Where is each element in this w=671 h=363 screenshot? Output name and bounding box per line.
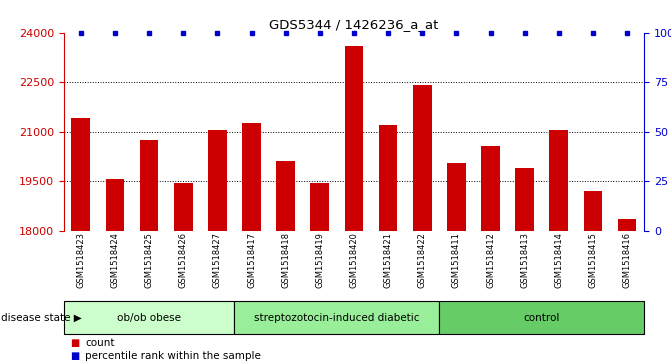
Bar (378, 125, 397, 231)
Bar (208, 130, 227, 231)
Text: percentile rank within the sample: percentile rank within the sample (85, 351, 261, 362)
Bar (515, 168, 534, 231)
Text: control: control (523, 313, 560, 323)
Text: disease state ▶: disease state ▶ (1, 313, 82, 323)
Bar (550, 130, 568, 231)
Bar (413, 85, 431, 231)
Text: ■: ■ (70, 338, 80, 348)
Text: ob/ob obese: ob/ob obese (117, 313, 181, 323)
Text: count: count (85, 338, 115, 348)
Bar (140, 140, 158, 231)
Bar (447, 163, 466, 231)
Bar (440, 301, 644, 334)
Bar (481, 146, 500, 231)
Bar (105, 179, 124, 231)
Bar (276, 161, 295, 231)
Bar (64, 301, 234, 334)
Bar (71, 118, 90, 231)
Title: GDS5344 / 1426236_a_at: GDS5344 / 1426236_a_at (269, 19, 439, 32)
Bar (345, 46, 363, 231)
Bar (311, 183, 329, 231)
Text: ■: ■ (70, 351, 80, 362)
Text: streptozotocin-induced diabetic: streptozotocin-induced diabetic (254, 313, 419, 323)
Bar (174, 183, 193, 231)
Bar (618, 219, 637, 231)
Bar (234, 301, 440, 334)
Bar (584, 191, 603, 231)
Bar (242, 123, 261, 231)
